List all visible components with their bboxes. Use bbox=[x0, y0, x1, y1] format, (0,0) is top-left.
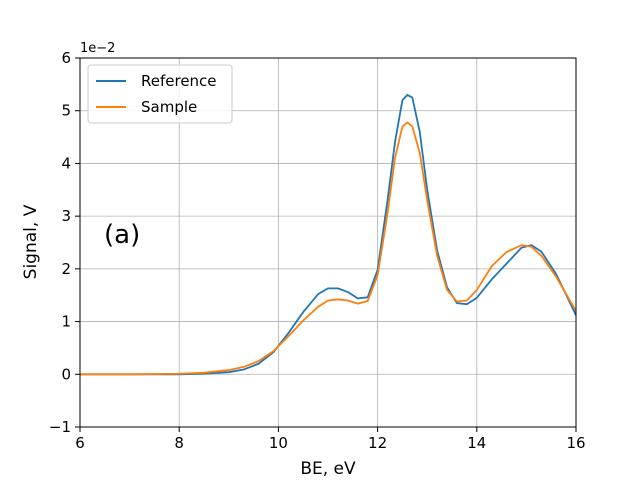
x-axis-label: BE, eV bbox=[300, 459, 356, 479]
x-tick-label: 12 bbox=[368, 434, 387, 452]
y-tick-label: 4 bbox=[61, 154, 71, 172]
x-tick-label: 16 bbox=[566, 434, 585, 452]
y-tick-label: −1 bbox=[49, 418, 71, 436]
y-tick-label: 3 bbox=[61, 207, 71, 225]
plot-frame bbox=[79, 57, 577, 428]
y-axis: −1 0 1 2 3 4 5 6 bbox=[49, 49, 80, 436]
series-line-reference bbox=[80, 94, 577, 376]
series-lines bbox=[80, 94, 577, 376]
x-axis: 6 8 10 12 14 16 bbox=[75, 427, 586, 452]
y-tick-label: 5 bbox=[61, 102, 71, 120]
y-tick-label: 0 bbox=[61, 365, 71, 383]
x-tick-label: 14 bbox=[467, 434, 486, 452]
y-tick-label: 1 bbox=[61, 313, 71, 331]
panel-annotation: (a) bbox=[104, 220, 140, 250]
legend-label-sample: Sample bbox=[141, 98, 197, 116]
legend-box bbox=[87, 64, 233, 124]
y-axis-label: Signal, V bbox=[21, 204, 41, 279]
y-tick-label: 6 bbox=[61, 49, 71, 67]
legend-label-reference: Reference bbox=[141, 72, 217, 90]
legend: Reference Sample bbox=[87, 64, 233, 124]
series-line-sample bbox=[80, 121, 577, 376]
y-axis-exponent: 1e−2 bbox=[80, 41, 115, 56]
y-tick-label: 2 bbox=[61, 260, 71, 278]
x-tick-label: 6 bbox=[75, 434, 85, 452]
x-tick-label: 10 bbox=[269, 434, 288, 452]
x-tick-label: 8 bbox=[174, 434, 184, 452]
